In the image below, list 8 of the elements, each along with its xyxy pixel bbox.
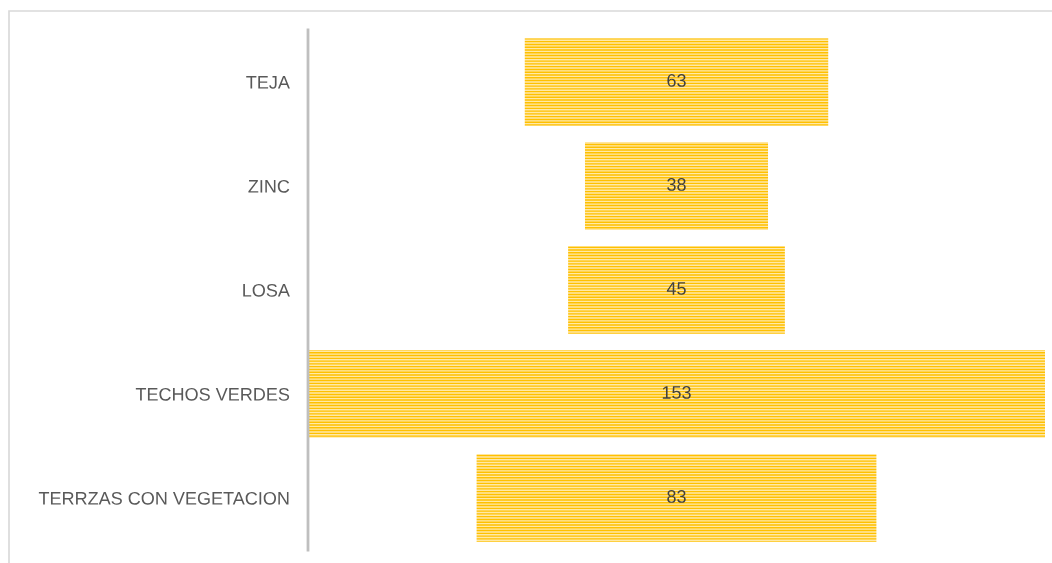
data-label: 45 [666, 282, 686, 295]
category-label: TEJA [246, 76, 290, 89]
category-label: TERRZAS CON VEGETACION [38, 491, 289, 505]
data-label: 83 [667, 490, 686, 503]
category-label: LOSA [243, 283, 290, 297]
category-label: ZINC [248, 179, 290, 193]
category-label: TECHOS VERDES [135, 387, 290, 401]
data-label: 63 [667, 74, 686, 87]
